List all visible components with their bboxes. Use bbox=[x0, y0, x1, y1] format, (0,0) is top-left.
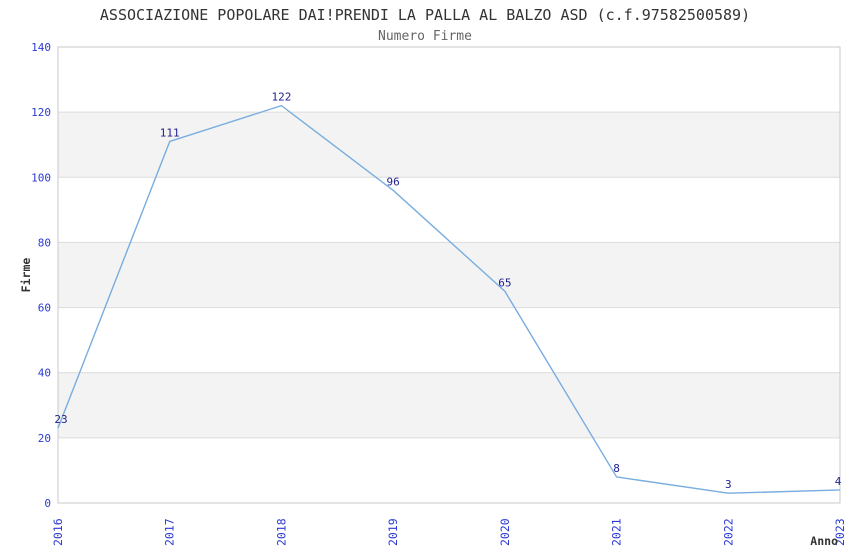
y-tick-label: 40 bbox=[38, 367, 51, 380]
x-tick-label: 2016 bbox=[51, 518, 65, 546]
grid-band bbox=[58, 112, 840, 178]
trend-line bbox=[57, 104, 841, 494]
y-tick-label: 80 bbox=[38, 236, 51, 249]
x-tick-label: 2021 bbox=[610, 518, 624, 546]
data-point-label: 96 bbox=[387, 175, 400, 188]
chart-subtitle: Numero Firme bbox=[378, 29, 472, 44]
y-tick-label: 140 bbox=[31, 41, 51, 54]
y-tick-label: 120 bbox=[31, 106, 51, 119]
data-point-label: 23 bbox=[54, 413, 67, 426]
x-axis-title: Anno bbox=[810, 534, 838, 548]
x-tick-label: 2018 bbox=[274, 518, 288, 546]
grid-band bbox=[58, 242, 840, 308]
x-tick-label: 2019 bbox=[386, 518, 400, 546]
data-point-label: 8 bbox=[613, 462, 620, 475]
grid-band bbox=[58, 372, 840, 438]
x-tick-label: 2022 bbox=[721, 518, 735, 546]
x-tick-label: 2020 bbox=[498, 518, 512, 546]
plot-border bbox=[57, 46, 841, 504]
data-point-label: 3 bbox=[725, 478, 732, 491]
y-axis-title: Firme bbox=[19, 258, 33, 293]
data-point-label: 4 bbox=[835, 475, 842, 488]
x-tick-label: 2023 bbox=[833, 518, 847, 546]
y-tick-label: 0 bbox=[44, 497, 51, 510]
data-point-label: 111 bbox=[160, 126, 180, 139]
chart-title: ASSOCIAZIONE POPOLARE DAI!PRENDI LA PALL… bbox=[100, 6, 750, 24]
x-tick-label: 2017 bbox=[163, 518, 177, 546]
y-tick-label: 100 bbox=[31, 171, 51, 184]
data-point-label: 122 bbox=[271, 91, 291, 104]
data-point-label: 65 bbox=[498, 276, 511, 289]
y-tick-label: 60 bbox=[38, 302, 51, 315]
y-tick-label: 20 bbox=[38, 432, 51, 445]
